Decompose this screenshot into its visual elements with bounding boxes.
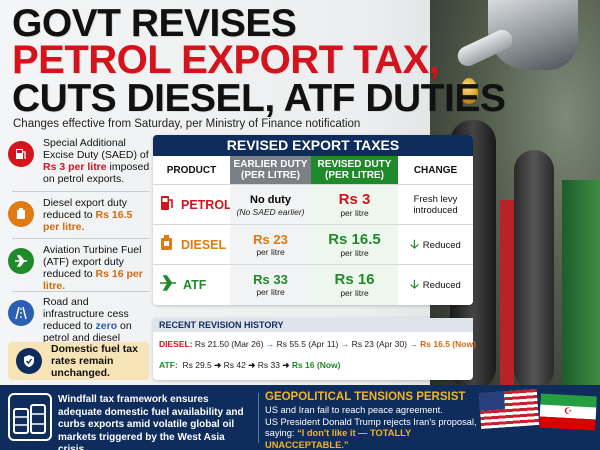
oil-barrels-icon: [8, 393, 52, 441]
history-title: RECENT REVISION HISTORY: [153, 318, 473, 332]
headline-line-1: GOVT REVISES: [12, 2, 297, 45]
arrow-icon: →: [340, 339, 350, 349]
sidebar-text: Road and infrastructure cess reduced to: [43, 296, 129, 332]
iran-flag-icon: ☪: [539, 393, 597, 431]
table-row-atf: ATF Rs 33 per litre Rs 16 per litre 🡣 Re…: [153, 264, 473, 305]
road-icon: [8, 300, 34, 326]
revised-duty-unit: per litre: [340, 208, 369, 218]
change-text: Reduced: [422, 279, 461, 291]
header-revised: REVISED DUTY (PER LITRE): [311, 156, 398, 184]
sidebar-highlight: Rs 16.5 per litre.: [43, 209, 133, 233]
airplane-icon: [159, 274, 177, 296]
domestic-note: Domestic fuel tax rates remain unchanged…: [8, 342, 149, 380]
sidebar-highlight: Rs 16 per litre.: [43, 268, 143, 292]
product-name: PETROL: [181, 198, 232, 212]
geopolitics-text: US President Donald Trump rejects Iran's…: [265, 416, 477, 439]
fuel-pump-icon: [159, 194, 175, 217]
product-name: ATF: [183, 278, 207, 292]
history-label: ATF:: [159, 360, 178, 370]
table-row-petrol: PETROL No duty (No SAED earlier) Rs 3 pe…: [153, 184, 473, 225]
sidebar-text: Special Additional Excise Duty (SAED) of: [43, 137, 149, 161]
revised-duty: Rs 3: [338, 191, 371, 208]
sidebar-highlight: zero: [95, 320, 118, 332]
divider: [12, 191, 150, 192]
history-step-now: Rs 16 (Now): [291, 360, 341, 370]
footer-left-text: Windfall tax framework ensures adequate …: [58, 394, 244, 450]
fuel-pump-icon: [8, 141, 34, 167]
fuel-can-icon: [8, 201, 34, 227]
down-arrow-icon: 🡣: [410, 276, 419, 291]
header-change: CHANGE: [398, 156, 473, 184]
headline-line-2: PETROL EXPORT TAX,: [12, 38, 440, 82]
export-tax-table: REVISED EXPORT TAXES PRODUCT EARLIER DUT…: [153, 135, 473, 305]
trump-quote: “I don't like it — TOTALLY UNACCEPTABLE.…: [265, 428, 412, 450]
history-step: Rs 42: [223, 360, 246, 370]
revised-duty-unit: per litre: [340, 248, 369, 258]
us-flag-icon: [478, 389, 540, 429]
arrow-icon: ➜: [214, 360, 222, 370]
domestic-note-text: Domestic fuel tax rates remain unchanged…: [51, 343, 138, 379]
history-step: Rs 23 (Apr 30): [351, 339, 407, 349]
header-product: PRODUCT: [153, 156, 230, 184]
earlier-duty-unit: per litre: [256, 287, 285, 297]
header-earlier: EARLIER DUTY (PER LITRE): [230, 156, 311, 184]
table-title: REVISED EXPORT TAXES: [153, 135, 473, 156]
sidebar-item-diesel: Diesel export duty reduced to Rs 16.5 pe…: [8, 197, 150, 233]
revision-history: RECENT REVISION HISTORY DIESEL: Rs 21.50…: [153, 318, 476, 380]
history-step: Rs 21.50 (Mar 26): [194, 339, 264, 349]
history-diesel: DIESEL: Rs 21.50 (Mar 26) → Rs 55.5 (Apr…: [159, 339, 476, 349]
airplane-icon: [8, 248, 34, 274]
sidebar-item-petrol: Special Additional Excise Duty (SAED) of…: [8, 137, 150, 185]
sidebar-item-atf: Aviation Turbine Fuel (ATF) export duty …: [8, 244, 150, 292]
shield-check-icon: [16, 348, 42, 374]
divider: [258, 393, 259, 443]
geopolitics-line-1: US and Iran fail to reach peace agreemen…: [265, 405, 443, 415]
arrow-icon: ➜: [282, 360, 290, 370]
history-step: Rs 33: [257, 360, 280, 370]
footer-banner: Windfall tax framework ensures adequate …: [0, 385, 600, 450]
subtitle: Changes effective from Saturday, per Min…: [13, 118, 361, 130]
earlier-duty: No duty: [250, 194, 291, 206]
change-text: Fresh levy introduced: [413, 194, 458, 216]
revised-duty: Rs 16: [334, 271, 375, 288]
arrow-icon: →: [265, 339, 275, 349]
sidebar-text: Aviation Turbine Fuel (ATF) export duty …: [43, 244, 142, 280]
sidebar-text: imposed on petrol exports.: [43, 161, 150, 185]
earlier-duty: Rs 33: [253, 272, 288, 287]
table-row-diesel: DIESEL Rs 23 per litre Rs 16.5 per litre…: [153, 224, 473, 265]
arrow-icon: →: [409, 339, 418, 349]
geopolitics-title: GEOPOLITICAL TENSIONS PERSIST: [265, 391, 466, 403]
sidebar-text: Diesel export duty reduced to: [43, 197, 128, 221]
revised-duty: Rs 16.5: [328, 231, 381, 248]
sidebar-highlight: Rs 3 per litre: [43, 161, 107, 173]
fuel-can-icon: [159, 234, 175, 257]
history-step: Rs 29.5: [182, 360, 212, 370]
footer-right: GEOPOLITICAL TENSIONS PERSIST US and Ira…: [265, 391, 483, 450]
earlier-duty-unit: per litre: [256, 247, 285, 257]
divider: [12, 238, 150, 239]
table-header: PRODUCT EARLIER DUTY (PER LITRE) REVISED…: [153, 156, 473, 184]
history-step-now: Rs 16.5 (Now): [420, 339, 476, 349]
fuel-drop-icon: [460, 78, 478, 104]
arrow-icon: ➜: [248, 360, 256, 370]
down-arrow-icon: 🡣: [410, 236, 419, 251]
earlier-duty-note: (No SAED earlier): [236, 207, 305, 217]
history-atf: ATF: Rs 29.5 ➜ Rs 42 ➜ Rs 33 ➜ Rs 16 (No…: [159, 360, 340, 371]
divider: [12, 291, 150, 292]
change-text: Reduced: [422, 239, 461, 251]
earlier-duty: Rs 23: [253, 232, 288, 247]
product-name: DIESEL: [181, 238, 227, 252]
history-label: DIESEL:: [159, 339, 193, 349]
revised-duty-unit: per litre: [340, 288, 369, 298]
geopolitics-line-2: US President Donald Trump rejects Iran's…: [265, 417, 483, 450]
headline-line-3: CUTS DIESEL, ATF DUTIES: [12, 77, 506, 120]
history-step: Rs 55.5 (Apr 11): [276, 339, 339, 349]
